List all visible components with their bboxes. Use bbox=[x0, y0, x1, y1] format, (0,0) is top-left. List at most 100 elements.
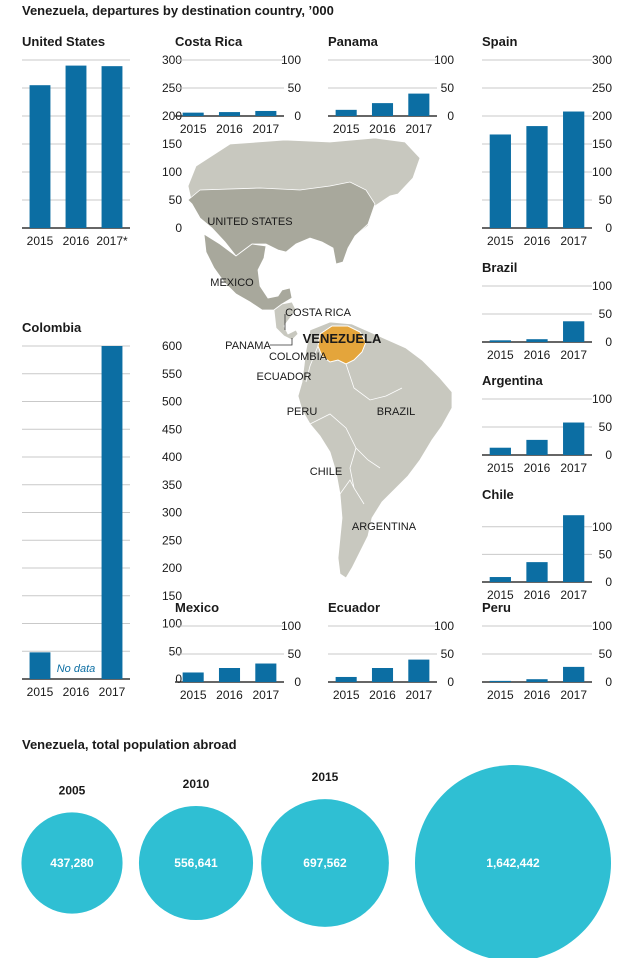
panel-title: Spain bbox=[482, 34, 518, 49]
y-tick-label: 0 bbox=[605, 448, 612, 462]
y-tick-label: 50 bbox=[599, 647, 613, 661]
panel-title: Peru bbox=[482, 600, 511, 615]
south-america-shape bbox=[297, 321, 453, 579]
central-america-shape bbox=[273, 301, 299, 341]
bar bbox=[218, 668, 241, 682]
bar-chart-svg: 0 50 100 2015 2016 2017 bbox=[328, 53, 454, 136]
bubble-value-label: 437,280 bbox=[50, 856, 94, 870]
x-tick-label: 2015 bbox=[487, 588, 514, 602]
map-label-mexico: MEXICO bbox=[210, 277, 254, 289]
bar bbox=[526, 679, 548, 682]
y-tick-label: 300 bbox=[592, 53, 612, 67]
y-tick-label: 50 bbox=[599, 547, 613, 561]
map-label-argentina: ARGENTINA bbox=[352, 521, 417, 533]
x-tick-label: 2016 bbox=[524, 461, 551, 475]
x-tick-label: 2015 bbox=[333, 688, 360, 702]
x-tick-label: 2015 bbox=[487, 688, 514, 702]
bar bbox=[335, 109, 357, 116]
population-bubble bbox=[21, 812, 123, 914]
x-tick-label: 2016 bbox=[216, 688, 243, 702]
y-tick-label: 100 bbox=[281, 53, 301, 67]
y-tick-label: 250 bbox=[592, 81, 612, 95]
x-tick-label: 2015 bbox=[487, 348, 514, 362]
bar bbox=[371, 103, 394, 116]
x-tick-label: 2017 bbox=[560, 588, 587, 602]
bar bbox=[255, 663, 277, 682]
y-tick-label: 200 bbox=[592, 109, 612, 123]
bar-chart-svg: 0 50 100 2015 2016 2017 bbox=[328, 619, 455, 702]
bar-chart-svg: 0 50 100 2015 2016 2017 bbox=[482, 279, 613, 362]
bar bbox=[563, 321, 585, 342]
bar bbox=[489, 577, 511, 582]
y-tick-label: 0 bbox=[447, 109, 454, 123]
bubble-year-label: 2010 bbox=[183, 777, 210, 791]
bar bbox=[489, 680, 511, 682]
panel-title: Costa Rica bbox=[175, 34, 243, 49]
x-tick-label: 2016 bbox=[369, 122, 396, 136]
y-tick-label: 100 bbox=[434, 53, 454, 67]
population-bubbles: 437,280 2005 556,641 2010 697,562 2015 1,642,4… bbox=[21, 765, 611, 958]
bar bbox=[526, 439, 548, 455]
y-tick-label: 100 bbox=[434, 619, 454, 633]
bar-chart-svg: 0 50 100 2015 2016 2017 bbox=[175, 619, 302, 702]
bar bbox=[29, 85, 51, 228]
bubbles-title: Venezuela, total population abroad bbox=[22, 737, 237, 752]
panel-title: Mexico bbox=[175, 600, 220, 615]
y-tick-label: 50 bbox=[599, 193, 613, 207]
bar bbox=[101, 346, 123, 679]
bar bbox=[526, 339, 548, 342]
americas-map: UNITED STATES MEXICO COSTA RICA PANAMA C… bbox=[187, 138, 453, 579]
y-tick-label: 100 bbox=[592, 165, 612, 179]
bar bbox=[489, 134, 511, 228]
bubble-value-label: 697,562 bbox=[303, 856, 347, 870]
y-tick-label: 100 bbox=[592, 279, 612, 293]
panel-title: Panama bbox=[328, 34, 378, 49]
y-tick-label: 200 bbox=[162, 561, 182, 575]
x-tick-label: 2015 bbox=[333, 122, 360, 136]
x-tick-label: 2017 bbox=[560, 688, 587, 702]
y-tick-label: 150 bbox=[162, 137, 182, 151]
x-tick-label: 2016 bbox=[63, 234, 90, 248]
y-tick-label: 0 bbox=[605, 575, 612, 589]
panel-panama: Panama 0 50 100 2015 2016 2017 bbox=[328, 34, 478, 139]
y-tick-label: 100 bbox=[592, 619, 612, 633]
panel-spain: Spain 0 50 100 150 200 250 300 2015 2016 2017 bbox=[482, 34, 632, 249]
bar bbox=[182, 112, 204, 116]
x-tick-label: 2016 bbox=[369, 688, 396, 702]
y-tick-label: 0 bbox=[294, 109, 301, 123]
x-tick-label: 2015 bbox=[487, 461, 514, 475]
panel-brazil: Brazil 0 50 100 2015 2016 2017 bbox=[482, 260, 632, 365]
panel-title: United States bbox=[22, 34, 106, 49]
y-tick-label: 150 bbox=[592, 137, 612, 151]
x-tick-label: 2017 bbox=[405, 688, 432, 702]
bar bbox=[408, 659, 430, 682]
mexico-shape bbox=[203, 233, 293, 311]
y-tick-label: 350 bbox=[162, 478, 182, 492]
bar bbox=[563, 515, 585, 582]
population-bubble bbox=[261, 799, 389, 927]
x-tick-label: 2017 bbox=[405, 122, 432, 136]
map-label-united-states: UNITED STATES bbox=[207, 216, 292, 228]
y-tick-label: 300 bbox=[162, 53, 182, 67]
y-tick-label: 0 bbox=[294, 675, 301, 689]
y-tick-label: 100 bbox=[162, 165, 182, 179]
y-tick-label: 50 bbox=[288, 647, 302, 661]
panel-argentina: Argentina 0 50 100 2015 2016 2017 bbox=[482, 373, 632, 478]
y-tick-label: 550 bbox=[162, 367, 182, 381]
panel-title: Brazil bbox=[482, 260, 518, 275]
bar bbox=[218, 112, 241, 116]
panel-title: Colombia bbox=[22, 320, 82, 335]
map-label-peru: PERU bbox=[287, 406, 318, 418]
bubble-value-label: 1,642,442 bbox=[486, 856, 540, 870]
y-tick-label: 100 bbox=[162, 617, 182, 631]
y-tick-label: 50 bbox=[441, 647, 455, 661]
y-tick-label: 100 bbox=[281, 619, 301, 633]
y-tick-label: 250 bbox=[162, 81, 182, 95]
y-tick-label: 50 bbox=[599, 307, 613, 321]
no-data-annotation: No data bbox=[57, 663, 96, 675]
x-tick-label: 2015 bbox=[180, 122, 207, 136]
bar-chart-svg: 0 50 100 2015 2016 2017 bbox=[175, 53, 301, 136]
y-tick-label: 0 bbox=[447, 675, 454, 689]
map-label-venezuela: VENEZUELA bbox=[303, 331, 382, 346]
y-tick-label: 450 bbox=[162, 422, 182, 436]
